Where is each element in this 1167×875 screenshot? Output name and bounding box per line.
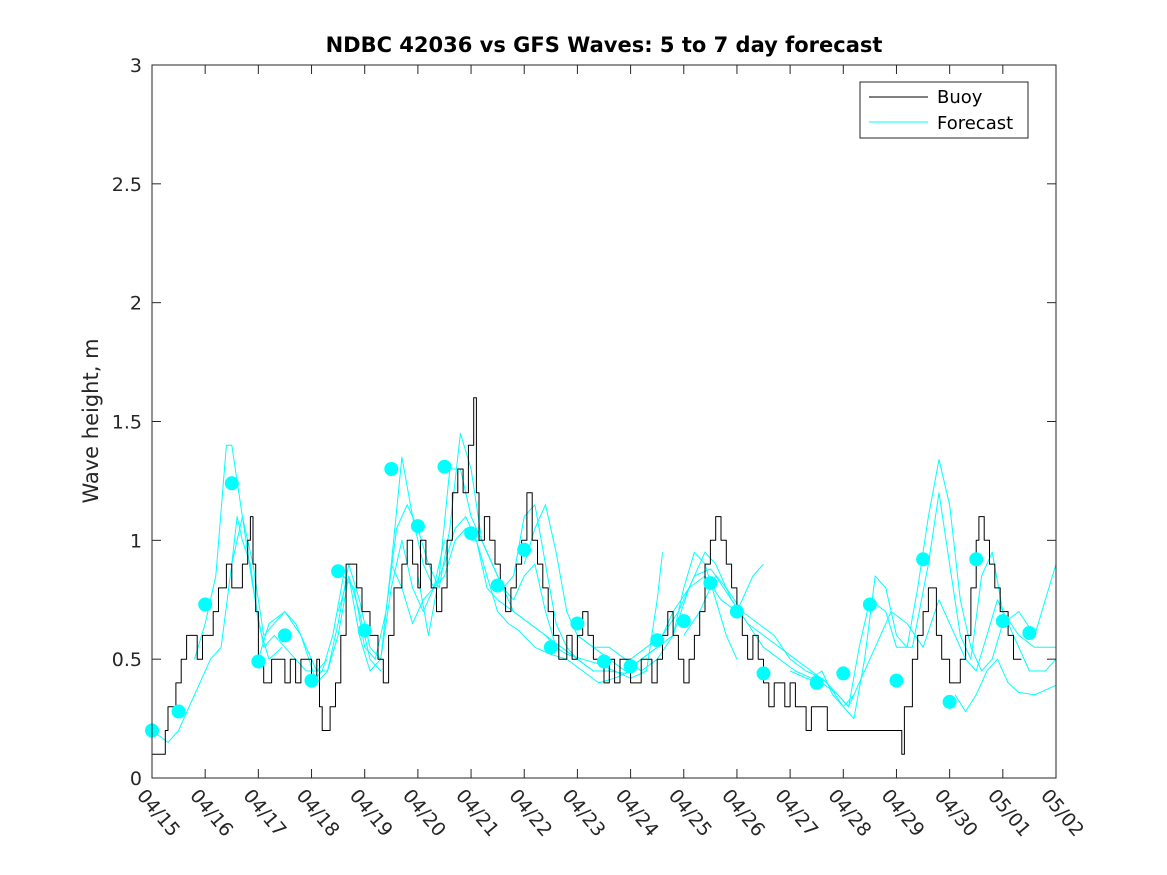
- forecast-marker: [171, 704, 186, 719]
- forecast-marker: [224, 476, 239, 491]
- forecast-marker: [969, 552, 984, 567]
- forecast-marker: [331, 564, 346, 579]
- forecast-marker: [517, 542, 532, 557]
- forecast-series-line: [471, 504, 738, 674]
- buoy-series-line: [152, 397, 1022, 755]
- forecast-marker: [384, 462, 399, 476]
- legend-box: [859, 81, 1029, 139]
- forecast-marker: [597, 654, 611, 669]
- forecast-marker: [198, 597, 213, 612]
- y-axis: 0 0.5 1 1.5 2 2.5 3: [112, 55, 1056, 790]
- forecast-marker: [703, 576, 718, 591]
- forecast-marker: [410, 519, 425, 534]
- forecast-marker: [676, 614, 691, 629]
- forecast-marker: [995, 614, 1010, 629]
- forecast-series-line: [337, 456, 594, 672]
- forecast-marker: [809, 675, 824, 690]
- forecast-series-line: [630, 492, 1056, 708]
- y-tick-label: 1.5: [112, 412, 142, 434]
- forecast-series-line: [789, 599, 1057, 708]
- forecast-series-line: [257, 539, 445, 684]
- forecast-marker: [277, 628, 292, 643]
- y-tick-label: 3: [130, 55, 142, 77]
- forecast-marker: [756, 666, 771, 681]
- legend-forecast-label: Forecast: [937, 113, 1013, 134]
- chart-title: NDBC 42036 vs GFS Waves: 5 to 7 day fore…: [326, 33, 883, 57]
- forecast-marker: [889, 673, 904, 688]
- forecast-series-line: [683, 459, 1057, 720]
- forecast-marker: [543, 640, 558, 655]
- forecast-marker: [304, 673, 319, 688]
- forecast-series-line: [151, 516, 283, 743]
- forecast-marker: [437, 459, 452, 474]
- forecast-marker: [490, 578, 505, 593]
- legend: Buoy Forecast: [859, 81, 1029, 139]
- y-tick-label: 2: [130, 293, 142, 315]
- forecast-marker: [251, 654, 266, 669]
- forecast-series-line: [417, 468, 663, 679]
- forecast-series-line: [954, 658, 1057, 712]
- forecast-series-line: [390, 528, 631, 684]
- forecast-marker: [836, 666, 851, 681]
- y-tick-label: 0: [130, 768, 142, 790]
- y-axis-label: Wave height, m: [79, 338, 103, 503]
- plot-content: [145, 397, 1057, 755]
- legend-buoy-label: Buoy: [937, 87, 983, 108]
- y-tick-label: 0.5: [112, 649, 142, 671]
- forecast-marker: [650, 633, 665, 648]
- y-tick-label: 2.5: [112, 174, 142, 196]
- forecast-marker: [729, 604, 744, 619]
- forecast-marker: [862, 597, 877, 612]
- forecast-marker: [916, 552, 931, 567]
- forecast-marker: [357, 623, 372, 638]
- y-tick-label: 1: [130, 530, 142, 552]
- forecast-marker: [570, 616, 585, 631]
- forecast-marker: [1022, 626, 1037, 640]
- forecast-marker: [464, 526, 479, 541]
- forecast-marker: [623, 659, 638, 674]
- forecast-marker: [942, 694, 957, 709]
